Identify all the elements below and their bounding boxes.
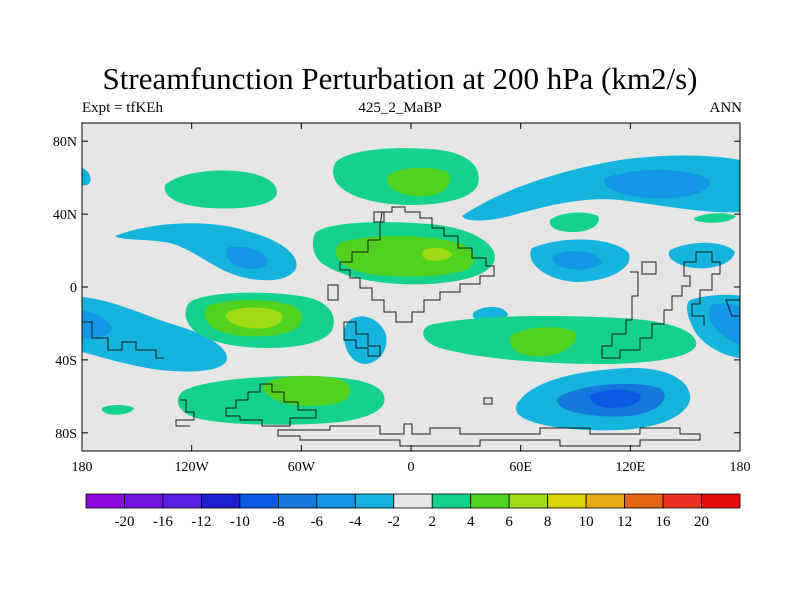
colorbar-swatch: [585, 493, 625, 509]
lon-tick-label: 60E: [509, 460, 532, 475]
period-label: ANN: [709, 100, 743, 116]
colorbar-label: -8: [272, 514, 285, 530]
lon-tick-label: 180: [730, 460, 751, 475]
colorbar-swatch: [624, 493, 664, 509]
colorbar-label: -2: [388, 514, 401, 530]
colorbar-swatch: [85, 493, 125, 509]
positive-anomaly-mid: [336, 236, 475, 277]
colorbar-label: 8: [544, 514, 552, 530]
lon-tick-label: 120E: [616, 460, 646, 475]
lat-tick-label: 80N: [53, 135, 77, 150]
negative-anomaly-core: [552, 251, 602, 270]
coastline: [339, 206, 495, 323]
colorbar-swatch: [470, 493, 510, 509]
coastline: [641, 261, 657, 275]
coastline: [725, 299, 740, 317]
negative-anomaly-core: [604, 169, 711, 199]
lon-tick-label: 60W: [288, 460, 316, 475]
coastline: [373, 211, 385, 223]
latitude-axis: 80N 40N 0 40S 80S: [53, 135, 740, 442]
lon-tick-label: 0: [408, 460, 415, 475]
coastline: [277, 423, 701, 447]
coastlines: [82, 206, 740, 447]
colorbar-label: 2: [428, 514, 436, 530]
colorbar-swatch: [316, 493, 356, 509]
colorbar-label: 12: [617, 514, 632, 530]
colorbar-label: 10: [579, 514, 594, 530]
coastline: [175, 399, 195, 427]
positive-anomaly-region: [549, 212, 599, 232]
negative-anomaly-core: [226, 246, 268, 269]
colorbar-label: -20: [114, 514, 134, 530]
negative-anomaly-core: [82, 310, 112, 339]
colorbar-label: -12: [191, 514, 211, 530]
contour-fields: [82, 148, 740, 447]
colorbar-swatch: [239, 493, 279, 509]
colorbar-swatch: [277, 493, 318, 509]
colorbar-label: -4: [349, 514, 362, 530]
experiment-label: Expt = tfKEh: [82, 100, 163, 116]
positive-anomaly-core: [509, 327, 577, 357]
case-label: 425_2_MaBP: [358, 100, 442, 116]
colorbar-label: 4: [467, 514, 475, 530]
positive-anomaly-core: [421, 247, 452, 261]
colorbar-label: 16: [656, 514, 672, 530]
colorbar-swatch: [393, 493, 433, 509]
colorbar-label: -10: [230, 514, 250, 530]
negative-anomaly-core: [708, 303, 740, 345]
positive-anomaly-region: [164, 170, 277, 209]
positive-anomaly-core: [225, 307, 283, 329]
coastline: [82, 321, 164, 359]
lon-tick-label: 120W: [175, 460, 210, 475]
colorbar-swatch: [162, 493, 202, 509]
colorbar-swatch: [508, 493, 549, 509]
colorbar-label: -16: [153, 514, 173, 530]
positive-anomaly-core: [386, 167, 450, 197]
lat-tick-label: 0: [70, 281, 77, 296]
colorbar: -20 -16 -12 -10 -8 -6 -4 -2 2 4 6 8 10 12 16 20: [85, 493, 741, 530]
colorbar-swatch: [124, 493, 164, 509]
colorbar-swatch: [201, 493, 241, 509]
coastline: [225, 383, 317, 427]
longitude-axis: 180 120W 60W 0 60E 120E 180: [72, 123, 751, 475]
negative-anomaly-region: [82, 297, 227, 372]
negative-anomaly-region: [82, 168, 91, 186]
colorbar-swatch: [662, 493, 702, 509]
colorbar-swatch: [701, 493, 741, 509]
coastline: [601, 251, 721, 359]
positive-anomaly-region: [101, 405, 134, 415]
coastline: [483, 397, 493, 405]
lat-tick-label: 40S: [55, 354, 77, 369]
coastline: [343, 321, 381, 357]
colorbar-label: 20: [694, 514, 709, 530]
negative-anomaly-region: [344, 316, 387, 364]
plot-title: Streamfunction Perturbation at 200 hPa (…: [102, 61, 698, 96]
colorbar-swatch: [431, 493, 472, 509]
negative-anomaly-core: [589, 389, 641, 408]
colorbar-swatch: [547, 493, 587, 509]
lat-tick-label: 80S: [55, 427, 77, 442]
positive-anomaly-region: [693, 213, 736, 223]
positive-anomaly-core: [263, 375, 351, 406]
coastline: [327, 284, 339, 301]
colorbar-label: 6: [505, 514, 513, 530]
lat-tick-label: 40N: [53, 208, 77, 223]
colorbar-label: -6: [311, 514, 324, 530]
colorbar-swatch: [354, 493, 395, 509]
lon-tick-label: 180: [72, 460, 93, 475]
